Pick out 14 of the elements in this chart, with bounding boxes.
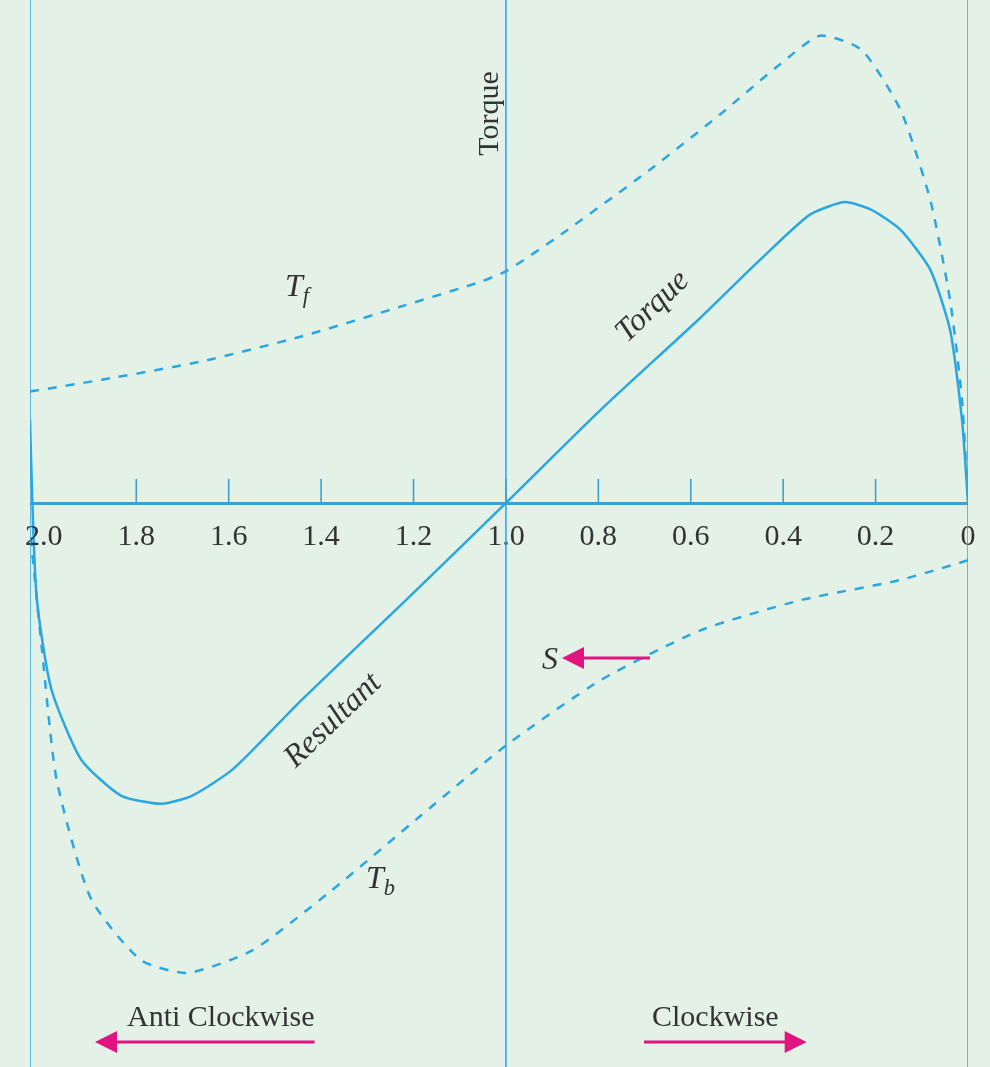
x-tick-label: 1.8 <box>117 517 156 551</box>
y-axis-title: Torque <box>471 71 505 156</box>
annotation: T$_{f}$ <box>285 267 312 308</box>
annotation: T$_{b}$ <box>366 859 395 900</box>
x-tick-label: 1.4 <box>302 517 340 551</box>
x-tick-label: 0.2 <box>856 517 895 551</box>
x-tick-label: 0.4 <box>764 517 802 551</box>
x-tick-label: 0.8 <box>579 517 618 551</box>
annotation: S <box>542 640 558 676</box>
x-tick-label: 1.6 <box>209 517 248 551</box>
x-tick-label: 0.6 <box>672 517 710 551</box>
text: Anti Clockwise <box>127 999 315 1032</box>
text: Clockwise <box>652 999 779 1032</box>
x-tick-label: 1.2 <box>394 517 433 551</box>
